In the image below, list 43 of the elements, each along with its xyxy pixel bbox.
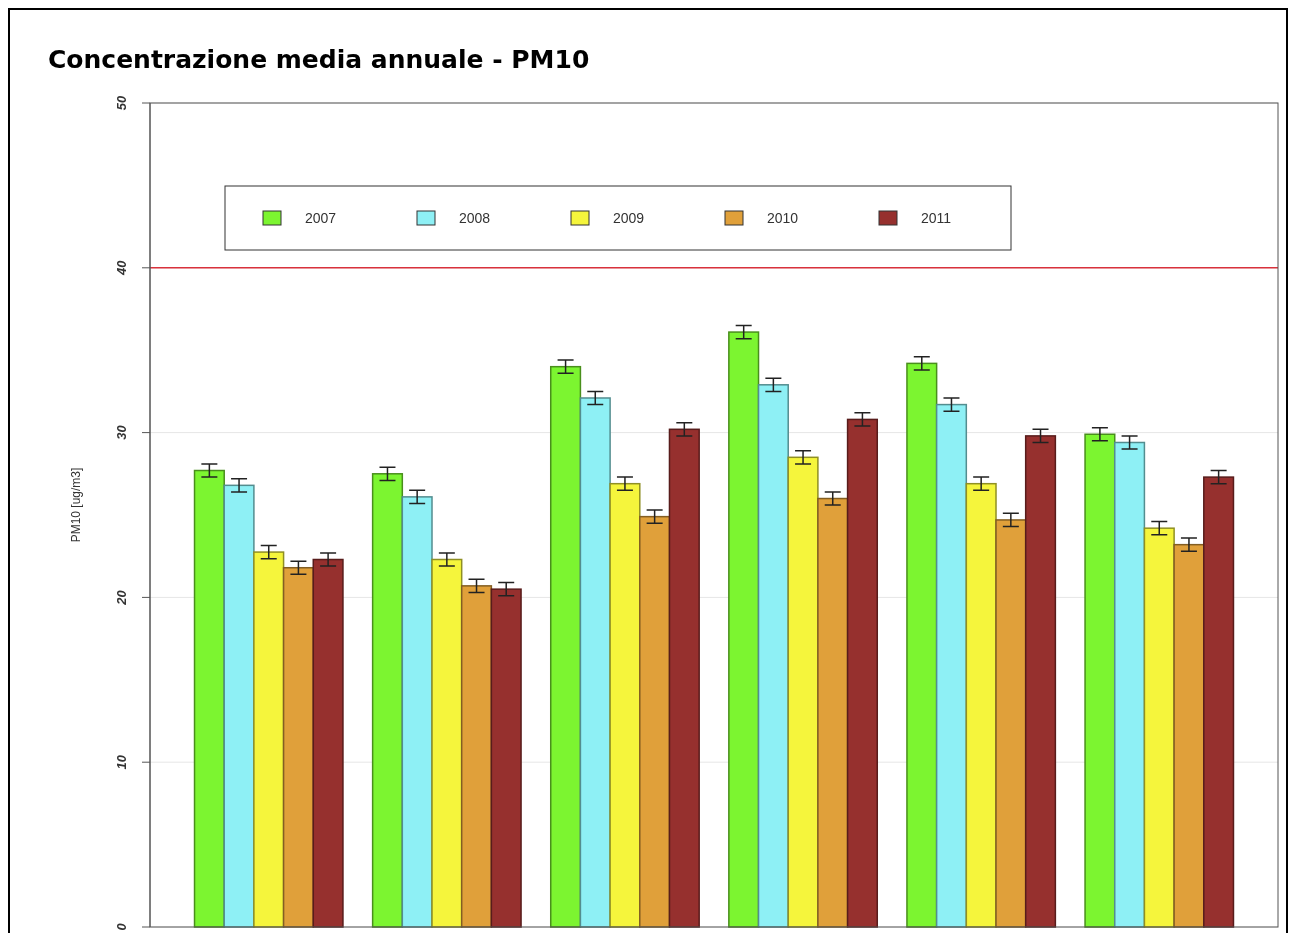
bar: [906, 362, 938, 928]
bar: [193, 469, 225, 928]
bar: [1143, 527, 1175, 928]
bar: [253, 551, 285, 928]
bar: [609, 482, 641, 928]
bar: [312, 558, 344, 928]
legend-label: 2008: [459, 210, 491, 226]
bar: [995, 519, 1027, 928]
bar: [431, 558, 463, 928]
bar: [846, 418, 879, 928]
legend-label: 2011: [921, 210, 952, 226]
bar: [371, 473, 404, 928]
y-tick-label: 20: [114, 589, 129, 606]
bar: [579, 397, 611, 928]
bar: [817, 497, 849, 928]
bar: [223, 484, 255, 928]
chart-title: Concentrazione media annuale - PM10: [48, 45, 590, 74]
y-tick-label: 10: [114, 754, 129, 770]
bar: [668, 428, 700, 928]
bar: [490, 588, 522, 928]
bar: [1203, 476, 1235, 928]
bar: [401, 496, 433, 928]
bar: [460, 585, 493, 928]
bar: [549, 365, 582, 928]
legend-label: 2009: [613, 210, 645, 226]
bar: [1113, 441, 1146, 928]
y-tick-label: 30: [114, 424, 129, 440]
bar: [1084, 433, 1116, 928]
y-axis-title: PM10 [ug/m3]: [69, 467, 83, 543]
bar: [728, 331, 760, 928]
bar: [1024, 435, 1057, 928]
y-tick-label: 40: [114, 259, 129, 277]
bar: [282, 566, 315, 928]
y-tick-label: 0: [114, 922, 129, 931]
y-tick-label: 50: [114, 95, 129, 111]
legend-label: 2010: [767, 210, 799, 226]
bar: [965, 482, 997, 928]
bar: [639, 515, 671, 928]
bar: [787, 456, 819, 928]
legend-label: 2007: [305, 210, 337, 226]
bar: [757, 384, 789, 928]
bar: [1173, 543, 1205, 928]
bar: [935, 403, 968, 928]
